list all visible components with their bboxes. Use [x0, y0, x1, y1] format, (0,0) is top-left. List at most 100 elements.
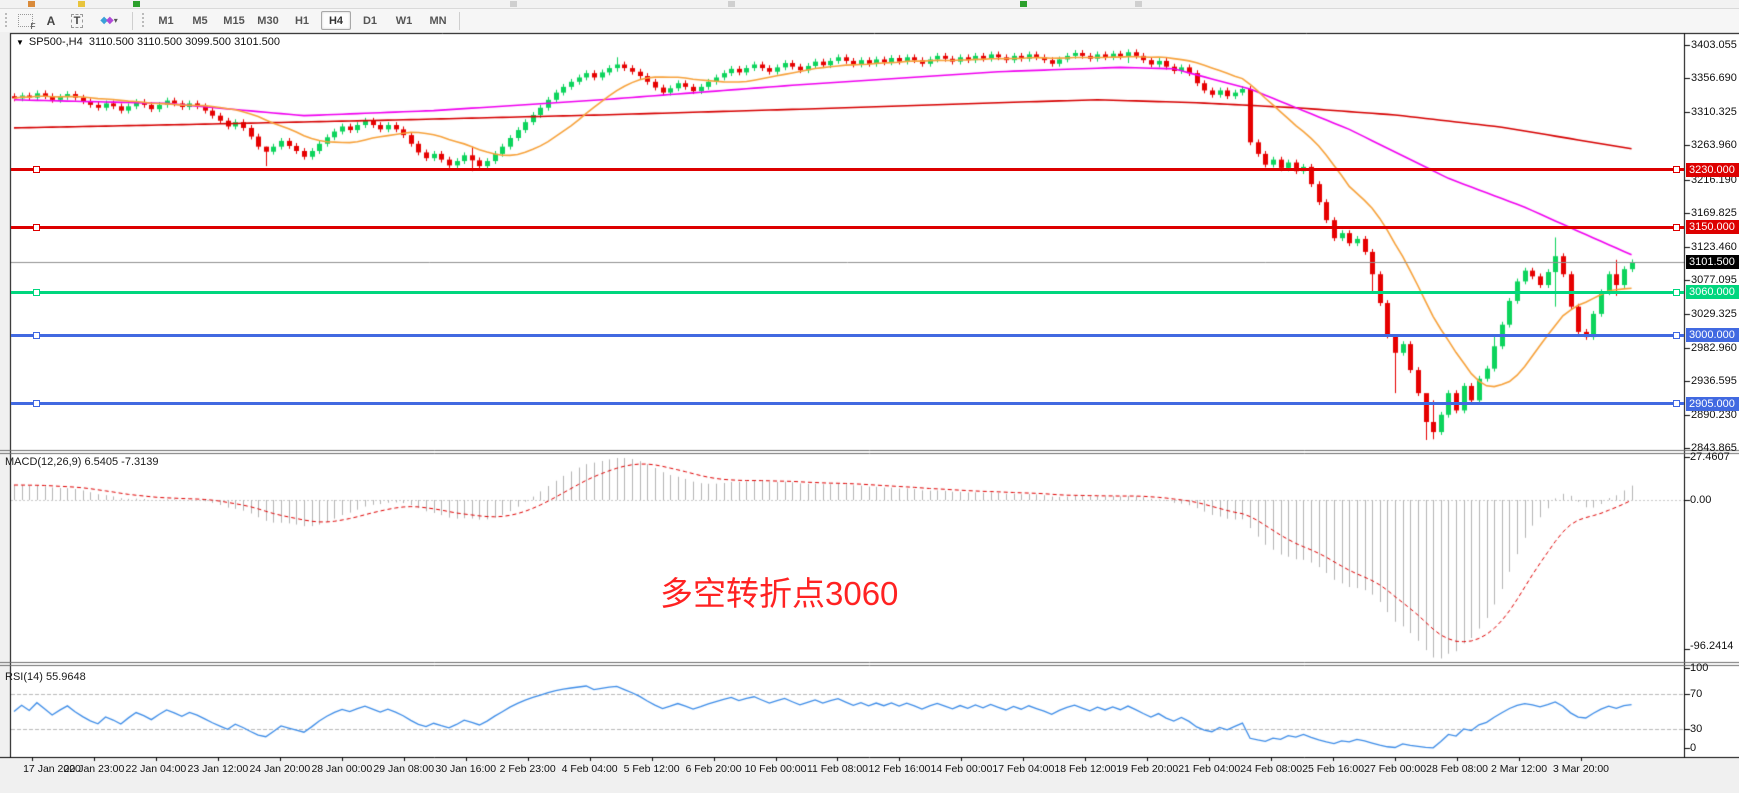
time-axis-label: 4 Feb 04:00 — [561, 763, 618, 775]
letter-a-icon: A — [46, 13, 56, 28]
price-axis-label: 3310.325 — [1691, 105, 1737, 118]
time-axis-label: 11 Feb 08:00 — [806, 763, 869, 775]
toolbar-drag-handle[interactable] — [141, 12, 146, 29]
toolbar-fragment-icon — [78, 1, 85, 7]
timeframe-button-MN[interactable]: MN — [429, 14, 447, 27]
snap-grid-tool-button[interactable]: F — [13, 10, 37, 31]
chart-window: ▼ SP500-,H4 3110.500 3110.500 3099.500 31… — [0, 32, 1739, 793]
rsi-axis-label: 30 — [1690, 722, 1703, 735]
symbol-timeframe: SP500-,H4 — [28, 36, 83, 48]
time-axis-label: 27 Feb 00:00 — [1364, 763, 1427, 775]
time-axis-label: 22 Jan 04:00 — [125, 763, 187, 775]
timeframe-button-M30[interactable]: M30 — [257, 14, 279, 27]
chart-title: ▼ SP500-,H4 3110.500 3110.500 3099.500 31… — [16, 36, 280, 48]
time-axis-label: 24 Jan 20:00 — [249, 763, 311, 775]
timeframe-button-M15[interactable]: M15 — [223, 14, 245, 27]
time-axis-label: 19 Feb 20:00 — [1116, 763, 1179, 775]
price-tag-3000.000: 3000.000 — [1686, 328, 1739, 343]
time-axis-label: 28 Jan 00:00 — [311, 763, 373, 775]
time-axis-label: 2 Mar 12:00 — [1491, 763, 1548, 775]
time-axis-label: 25 Feb 16:00 — [1302, 763, 1365, 775]
line-handle[interactable] — [33, 288, 40, 296]
time-axis-label: 5 Feb 12:00 — [623, 763, 680, 775]
resistance-line[interactable] — [11, 166, 1684, 174]
rsi-axis-label: 0 — [1690, 742, 1697, 754]
time-axis-label: 10 Feb 00:00 — [744, 763, 807, 775]
line-handle[interactable] — [33, 223, 40, 231]
price-axis-label: 2936.595 — [1691, 375, 1737, 388]
title-dropdown-icon[interactable]: ▼ — [16, 38, 24, 47]
ohlc-close: 3101.500 — [234, 36, 280, 48]
macd-axis-label: 27.4607 — [1690, 451, 1730, 464]
price-chart-canvas[interactable] — [0, 32, 1739, 793]
time-axis-label: 17 Feb 04:00 — [992, 763, 1055, 775]
timeframe-button-D1[interactable]: D1 — [362, 14, 378, 27]
chevron-down-icon: ▾ — [113, 16, 118, 25]
price-tag-3230.000: 3230.000 — [1686, 162, 1739, 177]
clipped-upper-toolbar — [0, 0, 1739, 9]
timeframe-button-M5[interactable]: M5 — [192, 14, 208, 27]
toolbar-drag-handle[interactable] — [4, 12, 9, 29]
timeframe-button-M1[interactable]: M1 — [158, 14, 174, 27]
timeframe-button-H1[interactable]: H1 — [294, 14, 310, 27]
bull-bear-pivot-annotation[interactable]: 多空转折点3060 — [660, 575, 899, 612]
rsi-axis-label: 100 — [1690, 662, 1709, 674]
line-handle[interactable] — [1673, 223, 1680, 231]
ohlc-high: 3110.500 — [137, 36, 183, 48]
rsi-axis-label: 70 — [1690, 688, 1703, 701]
shapes-icon: ◆◆ — [100, 15, 113, 26]
text-tool-button[interactable]: T — [65, 10, 89, 31]
pivot-line[interactable] — [11, 288, 1684, 296]
line-handle[interactable] — [33, 400, 40, 408]
toolbar-fragment-icon — [1135, 1, 1142, 7]
snap-grid-icon: F — [17, 14, 36, 31]
time-axis-label: 6 Feb 20:00 — [685, 763, 742, 775]
line-handle[interactable] — [1673, 166, 1680, 174]
toolbar-separator — [459, 11, 460, 30]
price-axis-label: 2843.865 — [1691, 442, 1737, 455]
toolbar-fragment-icon — [510, 1, 517, 7]
rsi-indicator-label: RSI(14) 55.9648 — [5, 671, 86, 683]
line-handle[interactable] — [1673, 331, 1680, 339]
ohlc-low: 3099.500 — [185, 36, 232, 48]
line-handle[interactable] — [1673, 288, 1680, 296]
timeframe-button-group: M1 M5 M15 M30 H1 H4 D1 W1 MN — [149, 11, 455, 30]
time-axis-label: 29 Jan 08:00 — [373, 763, 435, 775]
line-handle[interactable] — [33, 331, 40, 339]
macd-indicator-label: MACD(12,26,9) 6.5405 -7.3139 — [5, 456, 159, 468]
support-line[interactable] — [11, 400, 1684, 408]
price-axis-label: 3077.095 — [1691, 273, 1737, 286]
shapes-tool-button[interactable]: ◆◆ ▾ — [91, 10, 127, 31]
line-handle[interactable] — [1673, 400, 1680, 408]
toolbar-fragment-icon — [1020, 1, 1027, 7]
price-tag-3150.000: 3150.000 — [1686, 220, 1739, 235]
resistance-line[interactable] — [11, 223, 1684, 231]
price-axis-label: 3123.460 — [1691, 240, 1737, 253]
toolbar-separator — [132, 11, 133, 30]
text-tool-icon: T — [70, 13, 84, 28]
price-axis-label: 3403.055 — [1691, 39, 1737, 51]
price-tag-3101.500: 3101.500 — [1686, 255, 1739, 270]
price-tag-2905.000: 2905.000 — [1686, 396, 1739, 411]
timeframe-button-H4[interactable]: H4 — [321, 11, 351, 30]
time-axis-label: 14 Feb 00:00 — [930, 763, 993, 775]
arrow-label-tool-button[interactable]: A — [39, 10, 63, 31]
time-axis-label: 17 Jan 2020 — [23, 763, 81, 775]
macd-axis-label: -96.2414 — [1690, 640, 1734, 652]
time-axis-label: 30 Jan 16:00 — [435, 763, 497, 775]
time-axis-label: 18 Feb 12:00 — [1054, 763, 1117, 775]
line-handle[interactable] — [33, 166, 40, 174]
ohlc-open: 3110.500 — [88, 36, 134, 48]
time-axis-label: 23 Jan 12:00 — [187, 763, 249, 775]
time-axis-label: 12 Feb 16:00 — [868, 763, 931, 775]
timeframe-button-W1[interactable]: W1 — [395, 14, 413, 27]
time-axis-label: 28 Feb 08:00 — [1426, 763, 1489, 775]
toolbar-fragment-icon — [28, 1, 35, 7]
price-tag-3060.000: 3060.000 — [1686, 285, 1739, 300]
price-axis-label: 3029.325 — [1691, 308, 1737, 321]
time-axis-label: 24 Feb 08:00 — [1240, 763, 1303, 775]
support-line[interactable] — [11, 331, 1684, 339]
toolbar-fragment-icon — [133, 1, 140, 7]
time-axis-label: 21 Feb 04:00 — [1178, 763, 1241, 775]
